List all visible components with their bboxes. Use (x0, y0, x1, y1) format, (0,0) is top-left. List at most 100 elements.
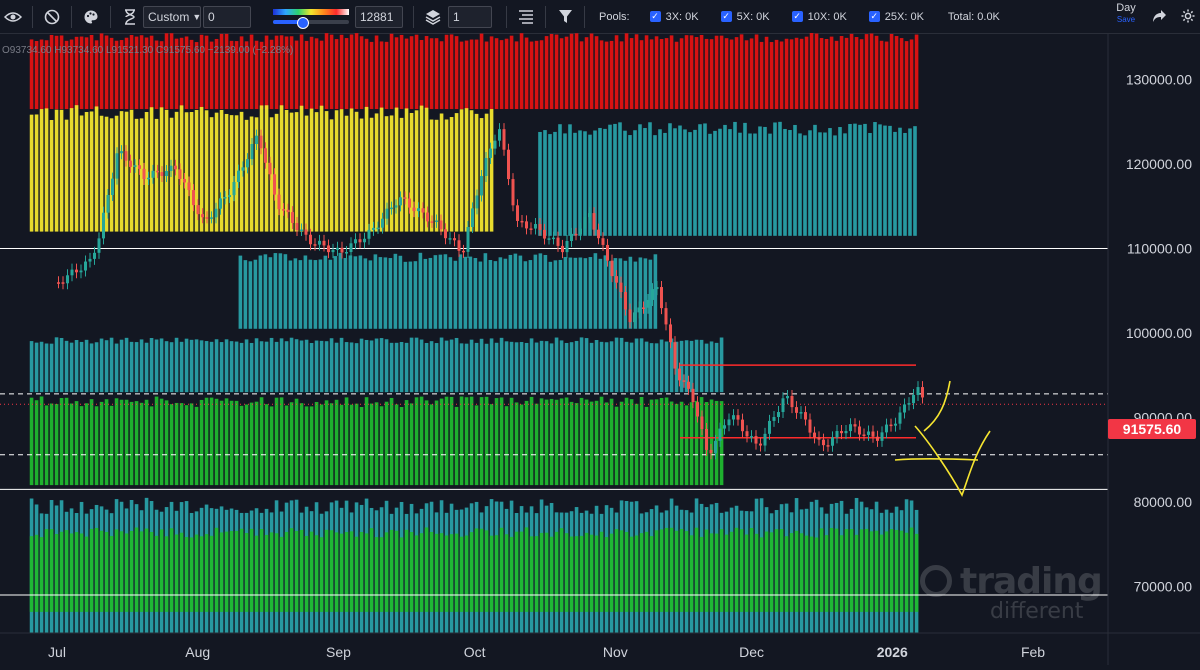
heatmap-bar (488, 259, 493, 329)
heatmap-bar (144, 528, 149, 612)
gear-icon[interactable] (1180, 8, 1196, 29)
heatmap-bar (224, 398, 229, 486)
heatmap-bar (289, 402, 294, 486)
layers-input[interactable]: 1 (448, 5, 492, 28)
heatmap-bar (374, 113, 379, 232)
candle-body (700, 416, 704, 430)
candle-body (264, 148, 267, 163)
heatmap-bar (369, 403, 374, 486)
candle-body (543, 229, 546, 239)
heatmap-bar (269, 406, 274, 486)
heatmap-bar (648, 259, 653, 329)
heatmap-bar (424, 400, 429, 486)
candle-body (534, 224, 537, 229)
candle-body (453, 238, 456, 241)
candle-body (102, 212, 105, 239)
heatmap-bar (644, 341, 649, 393)
layers-icon[interactable] (420, 4, 446, 30)
heatmap-bar (124, 533, 129, 612)
lines-icon[interactable] (513, 4, 539, 30)
heatmap-bar (624, 531, 629, 612)
chart-svg[interactable]: 70000.0080000.0090000.00100000.00110000.… (0, 33, 1200, 665)
heatmap-bar (274, 397, 279, 486)
candle-body (79, 270, 83, 273)
heatmap-bar (554, 399, 559, 486)
heatmap-bar (54, 109, 59, 232)
color-range-slider[interactable] (273, 6, 349, 29)
heatmap-bar (259, 397, 264, 486)
heatmap-bar (454, 533, 459, 612)
heatmap-bar (494, 342, 499, 393)
heatmap-bar (638, 257, 643, 329)
heatmap-bar (414, 397, 419, 486)
eye-icon[interactable] (0, 4, 26, 30)
heatmap-bar (854, 534, 859, 612)
mode-select[interactable]: Custom ▼ (143, 5, 201, 28)
heatmap-bar (69, 403, 74, 486)
heatmap-bar (229, 531, 234, 612)
heatmap-bar (189, 403, 194, 486)
heatmap-bar (594, 339, 599, 393)
heatmap-bar (749, 38, 754, 110)
candle-body (723, 425, 726, 429)
pool-label: 3X: 0K (665, 10, 699, 23)
candle-body (93, 252, 96, 259)
candle-body (520, 220, 524, 223)
heatmap-bar (699, 34, 704, 110)
candle-body (610, 260, 614, 277)
heatmap-bar (764, 531, 769, 612)
candle-body (511, 179, 515, 206)
pool-toggle-10x[interactable]: ✓ 10X: 0K (791, 11, 847, 23)
heatmap-bar (394, 530, 399, 612)
heatmap-bar (119, 40, 124, 110)
heatmap-bar (204, 534, 209, 612)
candle-body (538, 224, 542, 230)
heatmap-bar (584, 532, 589, 612)
heatmap-bar (129, 530, 134, 612)
heatmap-bar (44, 108, 49, 232)
heatmap-bar (434, 38, 439, 110)
slider-thumb[interactable] (296, 16, 309, 29)
pool-toggle-5x[interactable]: ✓ 5X: 0K (720, 11, 770, 23)
heatmap-bar (849, 33, 854, 110)
filter-icon[interactable] (552, 4, 578, 30)
slider-value-input[interactable]: 12881 (355, 5, 403, 28)
palette-icon[interactable] (78, 4, 104, 30)
pool-toggle-25x[interactable]: ✓ 25X: 0K (868, 11, 924, 23)
chart-pane[interactable]: 70000.00 80000.00 90000.00 100000.00 110000.… (0, 33, 1200, 665)
ban-icon[interactable] (39, 4, 65, 30)
heatmap-bar (169, 117, 174, 232)
candle-body (772, 417, 776, 421)
heatmap-bar (909, 527, 914, 612)
heatmap-bar (619, 337, 624, 393)
heatmap-bar (344, 115, 349, 232)
interval-button[interactable]: Day Save (1106, 3, 1146, 24)
heatmap-bar (753, 133, 757, 236)
heatmap-bar (893, 131, 897, 236)
heatmap-bar (313, 260, 318, 329)
candle-body (754, 436, 758, 444)
heatmap-bar (443, 254, 448, 329)
heatmap-bar (474, 342, 479, 393)
heatmap-bar (658, 129, 662, 236)
heatmap-bar (234, 41, 239, 110)
heatmap-bar (903, 132, 907, 236)
heatmap-bar (204, 110, 209, 232)
heatmap-bar (774, 529, 779, 612)
heatmap-bar (199, 106, 204, 232)
y-tick-label: 100000.00 (1126, 325, 1192, 341)
heatmap-bar (99, 401, 104, 486)
heatmap-bar (549, 34, 554, 110)
pool-toggle-3x[interactable]: ✓ 3X: 0K (649, 10, 699, 23)
heatmap-bar (599, 396, 604, 486)
heatmap-bar (124, 111, 129, 232)
candle-body (628, 309, 632, 323)
heatmap-bar (878, 124, 882, 236)
heatmap-bar (759, 537, 764, 612)
heatmap-bar (563, 257, 568, 329)
heatmap-bar (483, 253, 488, 329)
heatmap-bar (134, 36, 139, 110)
mode-value-input[interactable]: 0 (203, 5, 251, 28)
heatmap-bar (634, 338, 639, 393)
share-icon[interactable] (1152, 8, 1168, 29)
